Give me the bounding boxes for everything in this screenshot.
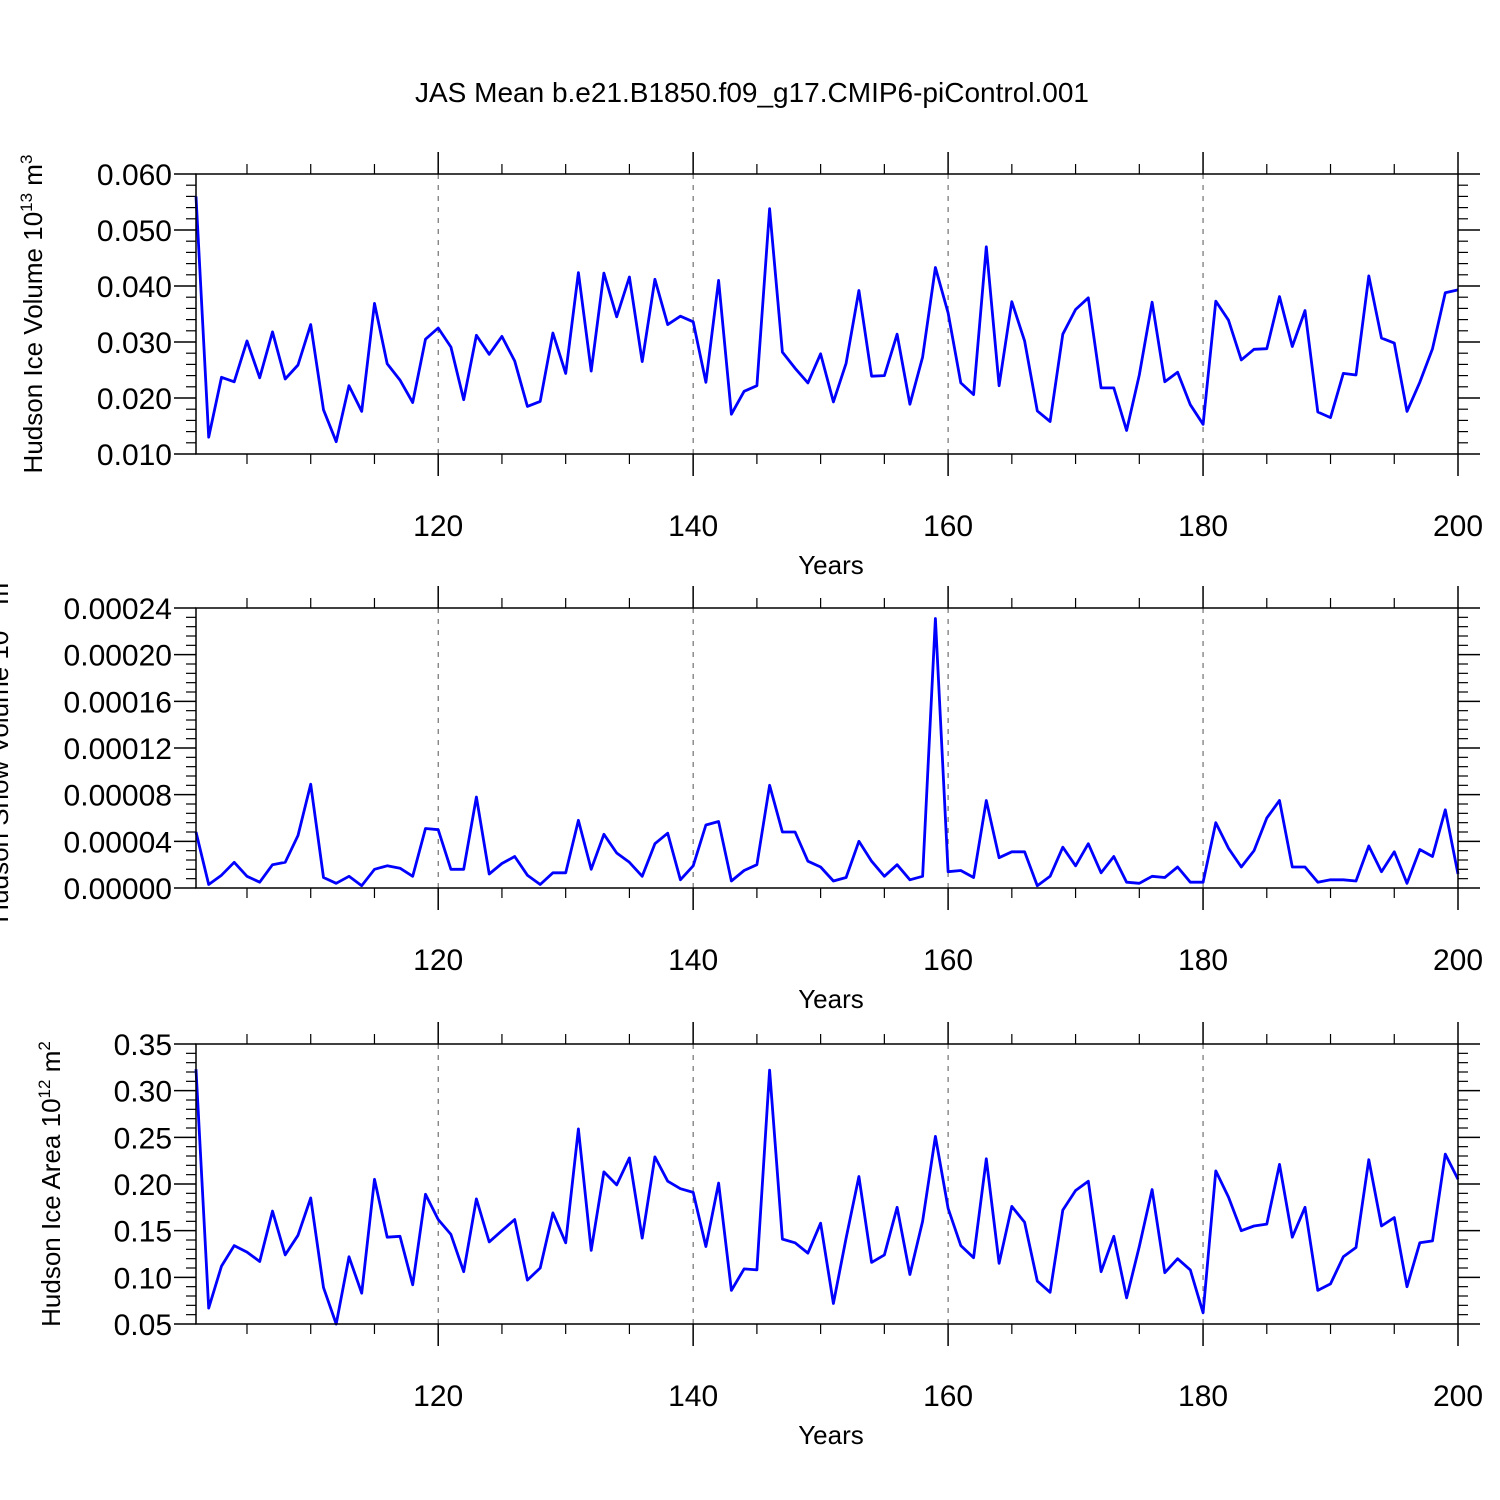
y-tick-label: 0.20 <box>114 1169 172 1202</box>
x-ticks: 120 140 160 180 200 <box>413 152 1483 543</box>
x-tick-label: 140 <box>668 510 718 543</box>
x-tick-label: 180 <box>1178 510 1228 543</box>
x-tick-label: 160 <box>923 510 973 543</box>
plot-frame <box>195 607 1459 889</box>
x-ticks: 120 140 160 180 200 <box>413 586 1483 977</box>
x-tick-label: 200 <box>1433 1380 1483 1413</box>
x-ticks: 120 140 160 180 200 <box>413 1022 1483 1413</box>
y-tick-label: 0.30 <box>114 1076 172 1109</box>
x-tick-label: 140 <box>668 944 718 977</box>
y-tick-label: 0.030 <box>97 327 172 360</box>
y-tick-label: 0.05 <box>114 1309 172 1342</box>
data-line-snow-volume <box>194 617 1460 888</box>
grid-lines <box>437 1044 1204 1324</box>
y-ticks: 0.010 0.020 0.030 0.040 0.050 0.060 <box>97 159 1480 472</box>
x-tick-label: 120 <box>413 1380 463 1413</box>
minor-ticks <box>186 164 1468 464</box>
y-ticks: 0.05 0.10 0.15 0.20 0.25 0.30 0.35 <box>114 1029 1480 1342</box>
y-tick-label: 0.060 <box>97 159 172 192</box>
x-tick-label: 200 <box>1433 510 1483 543</box>
x-axis-label: Years <box>798 550 864 580</box>
y-tick-label: 0.010 <box>97 439 172 472</box>
y-tick-label: 0.00012 <box>64 733 172 766</box>
x-tick-label: 160 <box>923 1380 973 1413</box>
x-tick-label: 120 <box>413 510 463 543</box>
y-tick-label: 0.00024 <box>64 593 172 626</box>
plot-frame <box>195 173 1459 455</box>
minor-ticks <box>186 598 1468 898</box>
data-line-ice-area <box>194 1068 1460 1326</box>
figure-title: JAS Mean b.e21.B1850.f09_g17.CMIP6-piCon… <box>415 77 1089 108</box>
data-line-ice-volume <box>194 196 1459 444</box>
y-tick-label: 0.35 <box>114 1029 172 1062</box>
y-tick-label: 0.00004 <box>64 826 172 859</box>
y-ticks: 0.00000 0.00004 0.00008 0.00012 0.00016 0.000… <box>64 593 1480 906</box>
x-tick-label: 180 <box>1178 1380 1228 1413</box>
x-tick-label: 160 <box>923 944 973 977</box>
y-tick-label: 0.00020 <box>64 640 172 673</box>
y-tick-label: 0.050 <box>97 215 172 248</box>
panel-ice-volume: 0.010 0.020 0.030 0.040 0.050 0.060 120 140 160… <box>17 152 1483 580</box>
grid-lines <box>437 608 1204 888</box>
x-tick-label: 120 <box>413 944 463 977</box>
x-axis-label: Years <box>798 984 864 1014</box>
y-tick-label: 0.040 <box>97 271 172 304</box>
y-tick-label: 0.10 <box>114 1262 172 1295</box>
y-tick-label: 0.00000 <box>64 873 172 906</box>
y-axis-label: Hudson Ice Volume 1013 m3 <box>17 155 48 474</box>
panel-snow-volume: 0.00000 0.00004 0.00008 0.00012 0.00016 0.000… <box>0 573 1483 1014</box>
y-tick-label: 0.020 <box>97 383 172 416</box>
minor-ticks <box>186 1034 1468 1334</box>
y-tick-label: 0.00016 <box>64 686 172 719</box>
plot-frame <box>195 1043 1459 1325</box>
x-axis-label: Years <box>798 1420 864 1450</box>
y-axis-label: Hudson Snow Volume 1013 m3 <box>0 573 14 922</box>
y-tick-label: 0.15 <box>114 1216 172 1249</box>
panel-ice-area: 0.05 0.10 0.15 0.20 0.25 0.30 0.35 120 140 160 18… <box>35 1022 1483 1450</box>
x-tick-label: 200 <box>1433 944 1483 977</box>
y-tick-label: 0.25 <box>114 1122 172 1155</box>
y-tick-label: 0.00008 <box>64 780 172 813</box>
x-tick-label: 140 <box>668 1380 718 1413</box>
grid-lines <box>437 174 1204 454</box>
y-axis-label: Hudson Ice Area 1012 m2 <box>35 1041 66 1327</box>
x-tick-label: 180 <box>1178 944 1228 977</box>
